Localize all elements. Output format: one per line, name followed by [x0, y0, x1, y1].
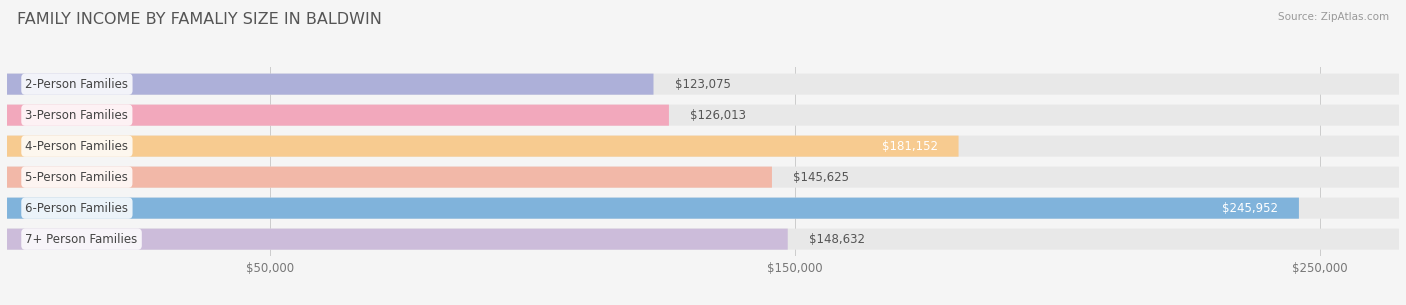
Text: 6-Person Families: 6-Person Families — [25, 202, 128, 215]
FancyBboxPatch shape — [7, 198, 1299, 219]
Text: 7+ Person Families: 7+ Person Families — [25, 233, 138, 246]
FancyBboxPatch shape — [7, 105, 1399, 126]
Text: 4-Person Families: 4-Person Families — [25, 140, 128, 152]
FancyBboxPatch shape — [7, 167, 1399, 188]
Text: $148,632: $148,632 — [808, 233, 865, 246]
Text: $126,013: $126,013 — [690, 109, 747, 122]
FancyBboxPatch shape — [7, 167, 772, 188]
Text: $181,152: $181,152 — [882, 140, 938, 152]
Text: 3-Person Families: 3-Person Families — [25, 109, 128, 122]
FancyBboxPatch shape — [7, 74, 1399, 95]
FancyBboxPatch shape — [7, 136, 959, 157]
Text: 5-Person Families: 5-Person Families — [25, 171, 128, 184]
Text: $145,625: $145,625 — [793, 171, 849, 184]
Text: $123,075: $123,075 — [675, 78, 730, 91]
FancyBboxPatch shape — [7, 136, 1399, 157]
Text: 2-Person Families: 2-Person Families — [25, 78, 128, 91]
FancyBboxPatch shape — [7, 229, 1399, 250]
FancyBboxPatch shape — [7, 198, 1399, 219]
Text: $245,952: $245,952 — [1222, 202, 1278, 215]
Text: Source: ZipAtlas.com: Source: ZipAtlas.com — [1278, 12, 1389, 22]
Text: FAMILY INCOME BY FAMALIY SIZE IN BALDWIN: FAMILY INCOME BY FAMALIY SIZE IN BALDWIN — [17, 12, 382, 27]
FancyBboxPatch shape — [7, 105, 669, 126]
FancyBboxPatch shape — [7, 74, 654, 95]
FancyBboxPatch shape — [7, 229, 787, 250]
